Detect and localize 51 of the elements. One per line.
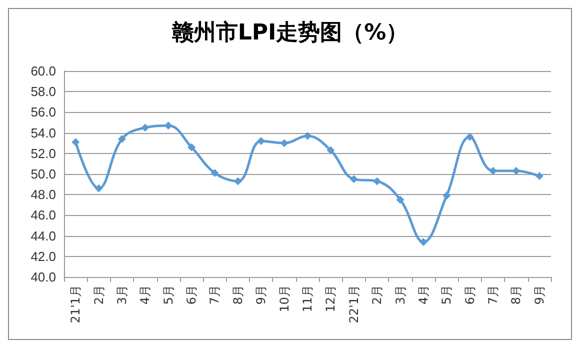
x-tick-label: 7月 [486, 285, 500, 305]
y-tick-label: 44.0 [30, 228, 56, 244]
x-tick-label: 11月 [300, 285, 314, 312]
x-tick-label: 10月 [277, 285, 292, 312]
point [419, 238, 428, 246]
x-tick-label: 3月 [393, 285, 408, 305]
y-tick-label: 42.0 [30, 248, 56, 264]
x-tick-label: 2月 [370, 285, 384, 305]
x-tick-label: 2月 [92, 285, 106, 305]
x-tick-label: 12月 [324, 285, 338, 312]
point [326, 146, 335, 154]
x-tick-label: 6月 [462, 285, 477, 305]
y-tick-label: 52.0 [30, 146, 56, 161]
x-tick-label: 7月 [208, 285, 222, 305]
point [466, 132, 474, 141]
x-tick-label: 9月 [254, 285, 268, 305]
point [350, 175, 358, 184]
y-tick-label: 40.0 [30, 270, 56, 284]
point [141, 124, 150, 132]
point [210, 168, 219, 177]
x-tick-label: 6月 [184, 285, 199, 305]
point [396, 196, 404, 204]
x-tick-label: 8月 [509, 285, 524, 305]
point [94, 184, 103, 192]
chart-title: 赣州市LPI走势图（%） [170, 20, 408, 46]
point [512, 166, 520, 175]
x-tick-label: 8月 [230, 285, 245, 305]
x-tick-label: 4月 [416, 285, 430, 305]
point [442, 192, 451, 200]
point [188, 143, 196, 152]
y-tick-label: 46.0 [30, 208, 56, 223]
point [280, 139, 288, 148]
y-tick-label: 50.0 [30, 166, 56, 182]
point [373, 177, 382, 186]
y-tick-label: 56.0 [30, 104, 56, 120]
y-tick-label: 48.0 [30, 187, 56, 202]
point [72, 138, 80, 146]
point [118, 134, 126, 143]
point [234, 177, 242, 186]
x-tick-label: 5月 [161, 285, 176, 305]
y-tick-label: 60.0 [30, 64, 56, 78]
y-tick-label: 58.0 [30, 84, 56, 100]
x-tick-label: 22'1月 [346, 285, 361, 324]
x-tick-label: 9月 [532, 285, 546, 305]
y-tick-label: 54.0 [30, 125, 56, 140]
point [535, 172, 544, 180]
x-tick-label: 4月 [138, 285, 152, 305]
x-tick-label: 21'1月 [68, 285, 83, 324]
point [304, 132, 312, 140]
x-tick-label: 5月 [440, 285, 454, 305]
x-tick-label: 3月 [114, 285, 129, 305]
